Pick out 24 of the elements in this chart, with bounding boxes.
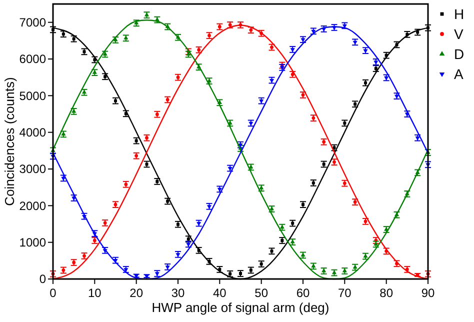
x-tick-label: 60 <box>296 286 310 300</box>
y-tick-label: 0 <box>39 272 46 286</box>
x-tick-label: 20 <box>130 286 144 300</box>
x-tick-label: 70 <box>338 286 352 300</box>
legend-label: D <box>454 46 464 62</box>
x-tick-label: 80 <box>380 286 394 300</box>
y-tick-label: 1000 <box>19 236 46 250</box>
y-tick-label: 2000 <box>19 198 46 213</box>
x-tick-label: 0 <box>50 286 57 300</box>
legend-label: A <box>454 66 464 82</box>
y-axis-title: Coincidences (counts) <box>2 77 17 206</box>
y-tick-label: 3000 <box>19 162 46 176</box>
y-tick-label: 6000 <box>19 52 46 66</box>
legend-label: H <box>454 6 464 22</box>
x-tick-label: 10 <box>88 286 102 300</box>
y-tick-label: 7000 <box>19 16 46 30</box>
x-axis-title: HWP angle of signal arm (deg) <box>152 300 330 315</box>
y-tick-label: 5000 <box>19 88 46 103</box>
y-tick-label: 4000 <box>19 126 46 140</box>
x-tick-label: 50 <box>254 286 268 300</box>
x-tick-label: 30 <box>171 286 185 300</box>
x-tick-label: 90 <box>421 286 435 300</box>
legend-label: V <box>454 26 464 42</box>
x-tick-label: 40 <box>212 286 227 300</box>
